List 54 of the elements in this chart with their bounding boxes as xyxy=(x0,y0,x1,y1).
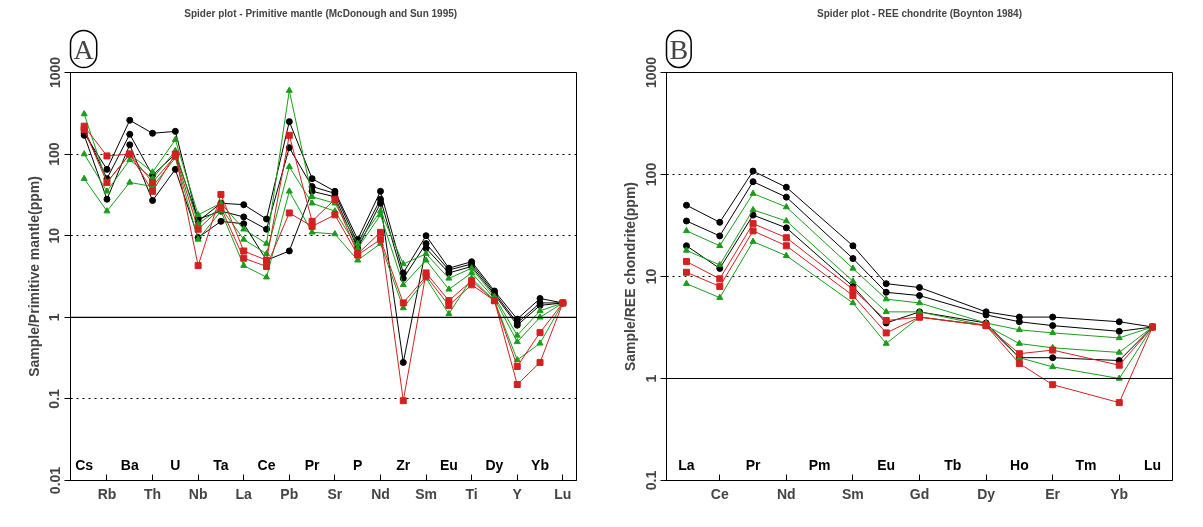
x-tick-label: Lu xyxy=(554,485,572,502)
x-tick-label: Nd xyxy=(371,485,390,502)
x-tick-label: Yb xyxy=(531,456,549,473)
x-tick-label: Ce xyxy=(710,485,729,502)
x-tick-label: Gd xyxy=(909,485,930,502)
x-tick-label: Eu xyxy=(877,456,896,473)
x-tick-label: Tm xyxy=(1075,456,1097,473)
x-tick-label: Zr xyxy=(396,456,411,473)
text: B xyxy=(669,33,689,65)
y-tick-label: 10 xyxy=(642,268,659,285)
y-tick-label: 0.01 xyxy=(46,466,63,495)
x-tick-label: Ho xyxy=(1010,456,1029,473)
x-tick-label: Sr xyxy=(327,485,343,502)
x-tick-label: Pr xyxy=(304,456,321,473)
x-tick-label: U xyxy=(170,456,181,473)
x-tick-label: La xyxy=(678,456,695,473)
chart-title: Spider plot - REE chondrite (Boynton 1984) xyxy=(816,7,1023,19)
x-tick-label: La xyxy=(235,485,253,502)
x-tick-label: Tb xyxy=(944,456,962,473)
x-tick-label: Cs xyxy=(75,456,94,473)
y-tick-label: 0.1 xyxy=(642,470,659,491)
y-tick-label: 1 xyxy=(642,374,659,383)
y-tick-label: 10 xyxy=(46,227,63,244)
chart-title: Spider plot - Primitive mantle (McDonough and Sun 1995) xyxy=(184,7,458,19)
x-tick-label: P xyxy=(353,456,363,473)
text: A xyxy=(73,33,95,65)
x-tick-label: Rb xyxy=(97,485,117,502)
y-tick-label: 1000 xyxy=(642,56,659,89)
x-tick-label: Sm xyxy=(415,485,437,502)
x-tick-label: Sm xyxy=(842,485,864,502)
x-tick-label: Dy xyxy=(977,485,996,502)
y-tick-label: 0.1 xyxy=(46,388,63,409)
x-tick-label: Nd xyxy=(777,485,796,502)
y-tick-label: 100 xyxy=(46,142,63,166)
x-tick-label: Eu xyxy=(439,456,458,473)
x-tick-label: Nb xyxy=(188,485,208,502)
x-tick-label: Lu xyxy=(1143,456,1162,473)
y-tick-label: 1000 xyxy=(46,56,63,89)
y-tick-label: 100 xyxy=(642,162,659,187)
y-axis-title: Sample/Primitive mantle(ppm) xyxy=(25,176,42,377)
y-tick-label: 1 xyxy=(46,313,63,322)
x-tick-label: Dy xyxy=(485,456,504,473)
x-tick-label: Y xyxy=(512,485,523,502)
x-tick-label: Ta xyxy=(213,456,229,473)
x-tick-label: Ba xyxy=(120,456,139,473)
x-tick-label: Pr xyxy=(745,456,761,473)
x-tick-label: Pb xyxy=(280,485,299,502)
x-tick-label: Er xyxy=(1045,485,1061,502)
y-axis-title: Sample/REE chondrite(ppm) xyxy=(621,181,638,372)
x-tick-label: Ce xyxy=(257,456,276,473)
x-tick-label: Yb xyxy=(1110,485,1129,502)
x-tick-label: Th xyxy=(144,485,162,502)
x-tick-label: Ti xyxy=(465,485,478,502)
x-tick-label: Pm xyxy=(808,456,831,473)
